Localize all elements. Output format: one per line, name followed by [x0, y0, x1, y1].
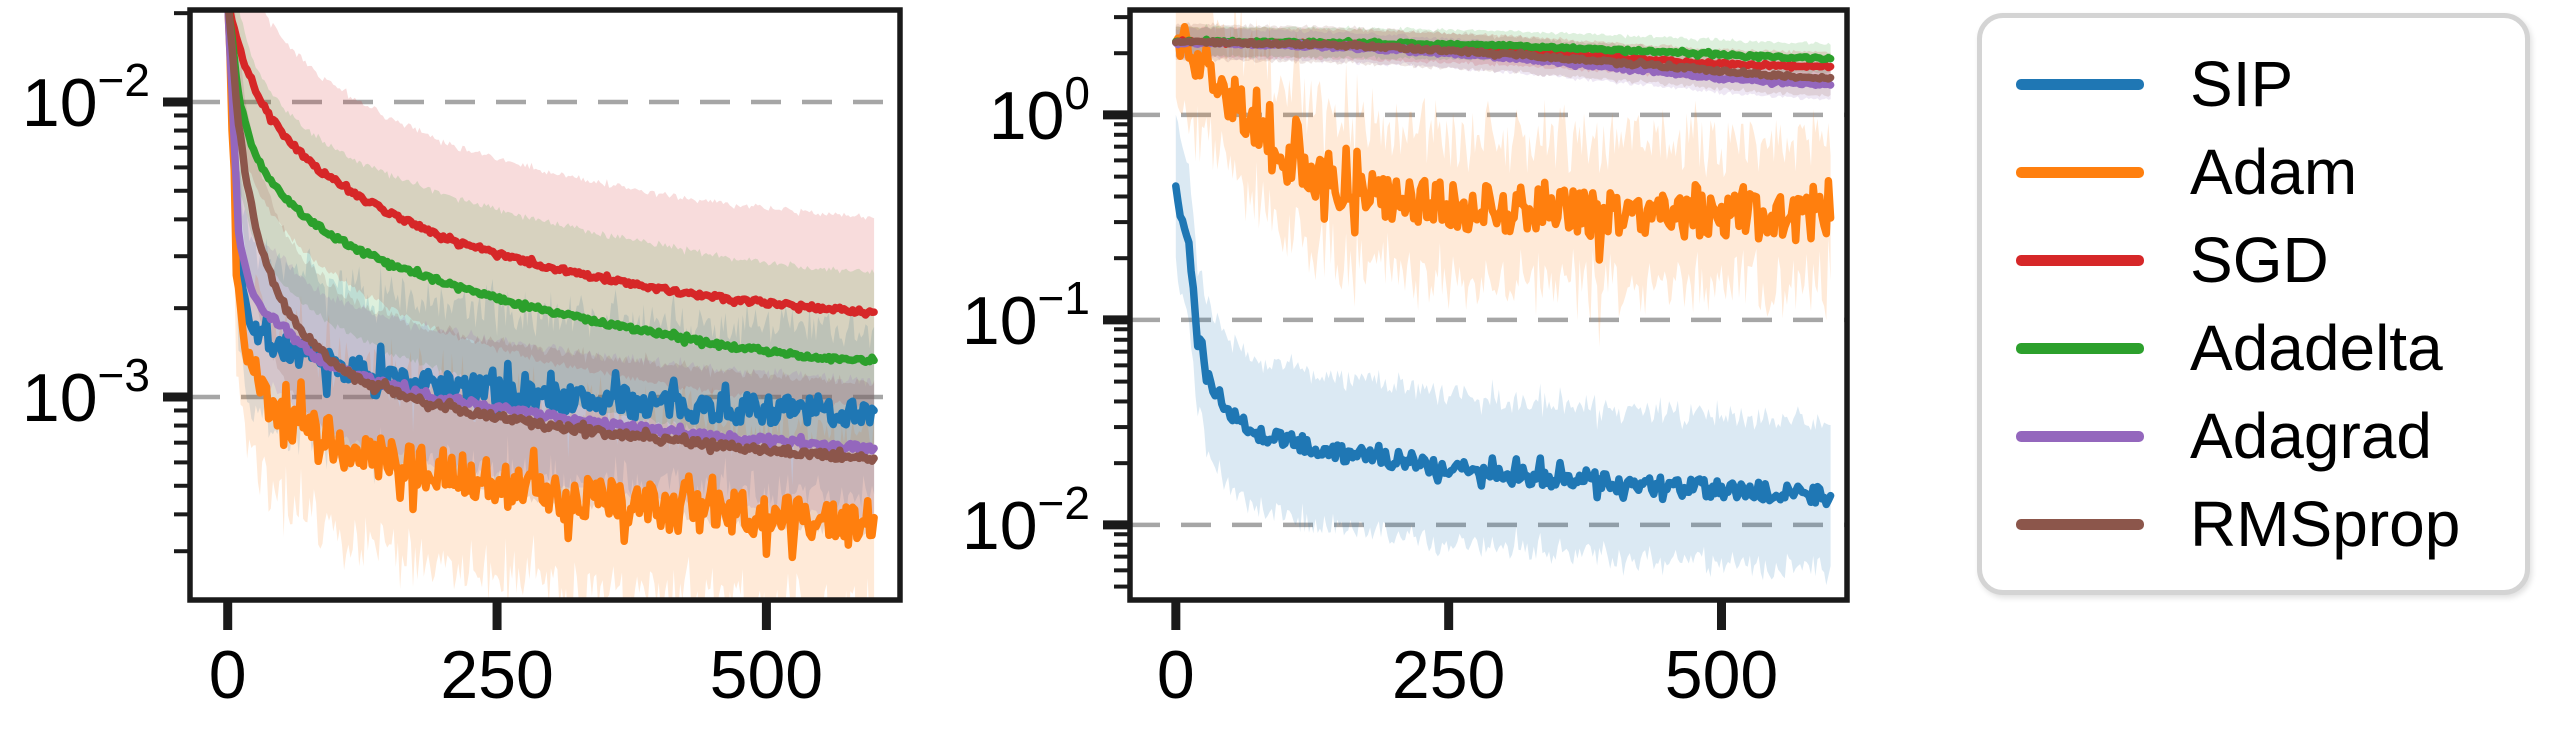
right-line-rmsprop	[1172, 37, 1835, 83]
legend-label: SIP	[2190, 48, 2294, 120]
left-line-adadelta	[224, 10, 878, 366]
right-ticks	[1103, 15, 1726, 630]
legend-label: Adagrad	[2190, 400, 2432, 472]
left-line-rmsprop	[224, 10, 878, 465]
left-axes-box	[187, 7, 903, 603]
right-line-adam	[1172, 22, 1835, 264]
legend-line-swatch	[2016, 166, 2144, 178]
legend-item-adadelta: Adadelta	[2016, 316, 2525, 380]
legend-line-swatch	[2016, 518, 2144, 530]
legend-item-sip: SIP	[2016, 52, 2525, 116]
legend-item-rmsprop: RMSprop	[2016, 492, 2525, 556]
legend-line-swatch	[2016, 342, 2144, 354]
right-y-tick-label: 100	[989, 67, 1090, 154]
right-plot: 100 10−1 10−2 0 250 500	[962, 7, 1850, 713]
right-lines	[1172, 22, 1835, 509]
legend-label: SGD	[2190, 224, 2329, 296]
legend-item-adam: Adam	[2016, 140, 2525, 204]
right-x-tick-label: 0	[1157, 637, 1195, 713]
left-plot: 10−2 10−3 0 250 500	[22, 7, 903, 713]
legend-label: Adam	[2190, 136, 2358, 208]
left-gridlines	[190, 99, 900, 400]
legend-label: Adadelta	[2190, 312, 2443, 384]
legend-label: RMSprop	[2190, 488, 2461, 560]
right-axes-box	[1127, 7, 1850, 603]
right-band-adam	[1175, 10, 1831, 347]
left-ticks	[163, 11, 771, 630]
left-line-sgd	[225, 10, 878, 319]
right-x-tick-label: 500	[1665, 637, 1778, 713]
right-line-sip	[1172, 182, 1835, 509]
right-y-tick-label: 10−2	[962, 477, 1090, 564]
left-y-tick-label: 10−3	[22, 349, 150, 436]
legend-line-swatch	[2016, 78, 2144, 90]
left-x-tick-label: 250	[440, 637, 553, 713]
legend-item-adagrad: Adagrad	[2016, 404, 2525, 468]
right-band-sip	[1175, 114, 1831, 586]
left-band-sgd	[227, 10, 875, 411]
left-lines	[224, 10, 878, 562]
right-y-tick-label: 10−1	[962, 272, 1090, 359]
legend-item-sgd: SGD	[2016, 228, 2525, 292]
left-confidence-bands	[227, 10, 875, 600]
left-x-tick-label: 0	[209, 637, 247, 713]
legend-line-swatch	[2016, 430, 2144, 442]
left-y-tick-label: 10−2	[22, 54, 150, 141]
legend: SIP Adam SGD Adadelta Adagrad RMSprop	[1977, 13, 2530, 595]
left-x-tick-label: 500	[710, 637, 823, 713]
right-confidence-bands	[1175, 10, 1831, 586]
legend-line-swatch	[2016, 254, 2144, 266]
left-band-adagrad	[227, 10, 875, 523]
left-line-adam	[224, 10, 878, 562]
right-x-tick-label: 250	[1392, 637, 1505, 713]
